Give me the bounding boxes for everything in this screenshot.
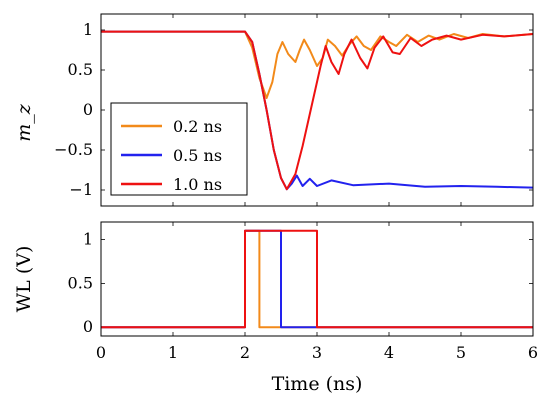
x-axis-label: Time (ns) — [272, 373, 363, 395]
bottom-plot-frame — [100, 221, 534, 337]
bottom-y-tick-label: 0 — [83, 317, 93, 336]
y-axis-label-top: m_z — [13, 103, 35, 142]
y-axis-label-bottom: WL (V) — [13, 246, 35, 313]
top-y-tick-label: 0.5 — [68, 60, 93, 79]
bottom-panel: 0 0.5 1 0 1 2 3 4 5 6 — [68, 221, 538, 362]
x-tick-label: 5 — [456, 343, 466, 362]
x-tick-label: 2 — [240, 343, 250, 362]
top-y-tick-label: 0 — [83, 100, 93, 119]
top-panel: −1 −0.5 0 0.5 1 0.2 ns 0.5 ns 1.0 ns — [54, 13, 534, 207]
bottom-y-tick-label: 1 — [83, 230, 93, 249]
legend-label: 1.0 ns — [173, 175, 222, 194]
top-y-tick-label: −1 — [69, 180, 93, 199]
x-tick-label: 0 — [96, 343, 106, 362]
bottom-y-tick-label: 0.5 — [68, 273, 93, 292]
legend-box — [110, 102, 248, 196]
top-y-tick-label: 1 — [83, 20, 93, 39]
legend-label: 0.2 ns — [173, 117, 222, 136]
top-y-tick-label: −0.5 — [54, 140, 93, 159]
bottom-series-1-0-ns — [101, 229, 533, 329]
top-series-0-2-ns — [101, 30, 533, 99]
top-series-1-0-ns — [101, 30, 533, 191]
x-tick-label: 6 — [528, 343, 538, 362]
x-tick-label: 3 — [312, 343, 322, 362]
x-tick-label: 4 — [384, 343, 394, 362]
top-plot-frame — [100, 13, 534, 207]
legend: 0.2 ns 0.5 ns 1.0 ns — [110, 102, 248, 196]
x-tick-label: 1 — [168, 343, 178, 362]
legend-label: 0.5 ns — [173, 146, 222, 165]
